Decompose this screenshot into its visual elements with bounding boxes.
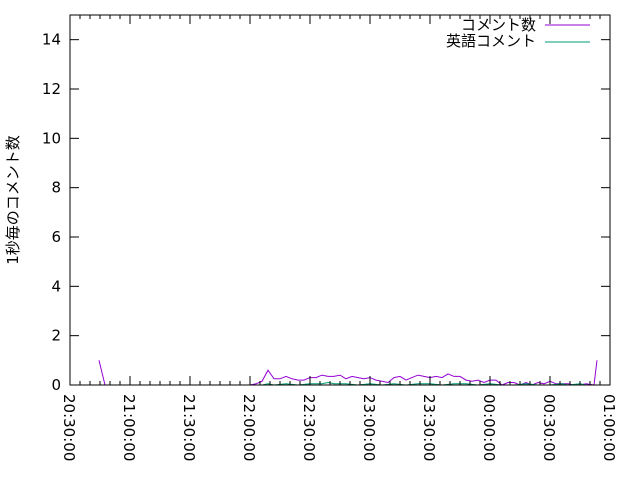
legend: コメント数 英語コメント	[446, 16, 590, 50]
y-tick-label: 10	[42, 129, 61, 147]
y-tick-label: 14	[42, 31, 61, 49]
x-tick-label: 21:00:00	[120, 394, 138, 461]
x-tick-label: 00:00:00	[480, 394, 498, 461]
y-tick-label: 0	[51, 376, 61, 394]
y-tick-label: 12	[42, 80, 61, 98]
x-tick-label: 23:30:00	[420, 394, 438, 461]
x-tick-label: 21:30:00	[180, 394, 198, 461]
y-axis-label: 1秒毎のコメント数	[4, 135, 22, 265]
x-tick-label: 22:00:00	[240, 394, 258, 461]
x-tick-label: 22:30:00	[300, 394, 318, 461]
plot-border	[69, 14, 611, 386]
y-tick-label: 2	[51, 327, 61, 345]
x-tick-label: 20:30:00	[60, 394, 78, 461]
y-tick-label: 8	[51, 179, 61, 197]
legend-label-1: 英語コメント	[446, 32, 536, 50]
series-line-0	[98, 360, 598, 386]
x-tick-label: 01:00:00	[600, 394, 618, 461]
x-tick-label: 00:30:00	[540, 394, 558, 461]
legend-label-0: コメント数	[461, 16, 536, 34]
y-tick-label: 4	[51, 277, 61, 295]
y-tick-label: 6	[51, 228, 61, 246]
x-tick-label: 23:00:00	[360, 394, 378, 461]
